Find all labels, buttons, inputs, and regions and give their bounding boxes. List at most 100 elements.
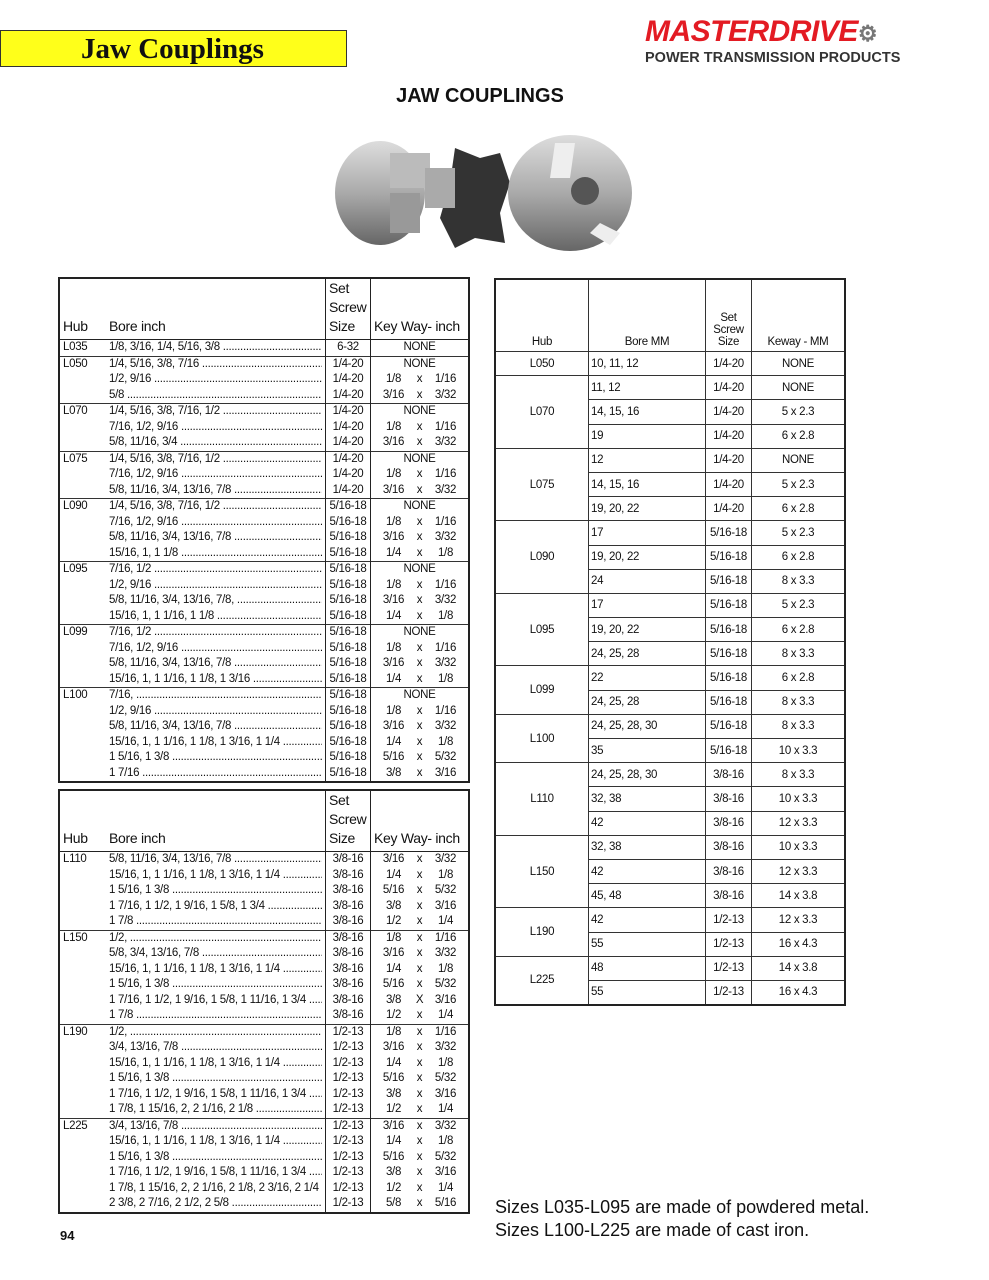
keyway-part: x [416,1166,423,1179]
keyway-cell: 8 x 3.3 [751,689,846,715]
bore-cell: 24, 25, 28, 30 [588,713,706,740]
set-screw-cell: 1/2-13 [325,1086,371,1102]
table-row: L070 11, 12 1/4-20 NONE [494,375,846,449]
keyway-part: 3/32 [434,531,457,544]
keyway-part: x [416,1135,423,1148]
bore-sizes: 1 5/16, 1 3/8 [109,750,322,765]
keyway-part: 1/8 [437,735,454,748]
set-screw-cell: 3/8-16 [705,858,752,885]
table-row: 7/16, 1/2, 9/165/16-18 1/8 x 1/16 [59,640,469,656]
keyway-part: x [416,1056,423,1069]
set-screw-cell: 3/8-16 [325,851,371,868]
inch-bore-table-2: Hub Bore inch Set Screw Size Key Way- in… [58,789,470,1214]
keyway-part: x [416,704,423,717]
set-screw-cell: 3/8-16 [705,810,752,836]
keyway-cell: 3/16 x 3/32 [370,387,469,404]
keyway-part: 3/8 [385,766,402,779]
keyway-part: 1/16 [434,1025,457,1038]
keyway-part: x [416,720,423,733]
hub-cell [59,962,106,978]
keyway-cell: 5 x 2.3 [751,471,846,498]
keyway-part: 1/16 [434,578,457,591]
hub-cell [59,1181,106,1197]
keyway-part: 1/8 [385,1025,402,1038]
table-row: 3/4, 13/16, 7/81/2-13 3/16 x 3/32 [59,1040,469,1056]
keyway-value: 1/8 x 1/16 [381,641,459,656]
bore-cell: 24, 25, 28 [588,641,706,667]
keyway-value: NONE [403,357,436,370]
keyway-part: x [416,388,423,401]
col-bore: Bore inch [106,790,326,852]
hub-cell [59,467,106,483]
set-screw-cell: 5/16-18 [325,719,371,735]
keyway-cell: 5/16 x 5/32 [370,750,469,766]
keyway-part: 1/4 [385,962,402,975]
keyway-cell: 6 x 2.8 [751,423,846,449]
keyway-cell: NONE [370,450,469,467]
keyway-cell: 3/16 x 3/32 [370,719,469,735]
keyway-cell: 5/16 x 5/32 [370,883,469,899]
table-row: 5/8, 11/16, 3/4, 13/16, 7/85/16-18 3/16 x3… [59,656,469,672]
keyway-value: NONE [403,341,436,354]
set-screw-cell: 1/2-13 [325,1117,371,1134]
hub-cell: L190 [59,1023,106,1040]
keyway-cell: 6 x 2.8 [751,496,846,522]
keyway-cell: 1/8 x 1/16 [370,577,469,593]
keyway-cell: 3/16 x 3/32 [370,435,469,451]
set-screw-cell: 1/4-20 [705,447,752,473]
bore-cell: 22 [588,665,706,691]
set-screw-cell: 1/2-13 [325,1134,371,1150]
bore-sizes: 1 7/16, 1 1/2, 1 9/16, 1 5/8, 1 11/16, 1… [109,993,322,1008]
keyway-cell: 3/8 x 3/16 [370,1086,469,1102]
set-screw-cell: 1/2-13 [325,1165,371,1181]
keyway-part: x [416,578,423,591]
keyway-cell: 10 x 3.3 [751,786,846,812]
keyway-value: NONE [403,452,436,465]
keyway-part: 3/32 [434,1119,457,1132]
keyway-part: 1/16 [434,931,457,944]
set-screw-cell: 1/4-20 [325,387,371,404]
bore-cell: 1 5/16, 1 3/8 [106,977,326,993]
keyway-cell: NONE [370,561,469,578]
keyway-part: x [416,1087,423,1100]
bore-cell: 5/8, 11/16, 3/4, 13/16, 7/8 [106,656,326,672]
table-row: 7/16, 1/2, 9/161/4-20 1/8 x 1/16 [59,419,469,436]
table-row: 5/8, 11/16, 3/4, 13/16, 7/85/16-18 3/16 x3… [59,530,469,546]
keyway-value: 1/4 x 1/8 [381,962,459,977]
keyway-part: 3/16 [434,1087,457,1100]
set-screw-cell: 5/16-18 [325,640,371,656]
section-title-bar: Jaw Couplings [0,30,347,67]
table-row: 15/16, 1, 1 1/16, 1 1/8, 1 3/16, 1 1/43/… [59,867,469,883]
page-number: 94 [60,1228,75,1243]
hub-cell [59,420,106,436]
keyway-part: x [416,594,423,607]
keyway-part: x [416,657,423,670]
col-set-screw: Set Screw Size [325,790,371,852]
set-screw-cell: 1/2-13 [325,1149,371,1165]
table-row: L050 10, 11, 12 1/4-20 NONE [494,350,846,377]
table-row: 15/16, 1, 1 1/16, 1 1/8, 1 3/16, 1 1/45/… [59,734,469,750]
keyway-part: 3/16 [434,993,457,1006]
bore-sizes: 1/4, 5/16, 3/8, 7/16 [109,357,322,372]
keyway-cell: 1/4 x 1/8 [370,671,469,688]
bore-sizes: 1 7/16, 1 1/2, 1 9/16, 1 5/8, 1 3/4 [109,899,322,914]
keyway-cell: 1/4 x 1/8 [370,867,469,883]
keyway-part: 3/32 [434,1041,457,1054]
keyway-value: 3/16 x 3/32 [381,656,459,671]
keyway-part: 1/8 [437,1056,454,1069]
hub-cell [59,1087,106,1103]
table-row: 14, 15, 16 1/4-20 5 x 2.3 [495,399,846,425]
set-screw-cell: 5/16-18 [325,545,371,562]
keyway-value: 1/8 x 1/16 [381,372,459,387]
keyway-part: 3/32 [434,594,457,607]
hub-cell: L095 [59,561,106,578]
set-screw-cell: 3/8-16 [705,786,752,812]
table-row: L035 1/8, 3/16, 1/4, 5/16, 3/86-32 NONE [59,339,469,356]
keyway-value: 3/16 x 3/32 [381,1119,459,1134]
keyway-value: 1/2 x 1/4 [381,1008,459,1023]
col-bore: Bore MM [588,278,706,352]
set-screw-cell: 5/16-18 [325,608,371,625]
